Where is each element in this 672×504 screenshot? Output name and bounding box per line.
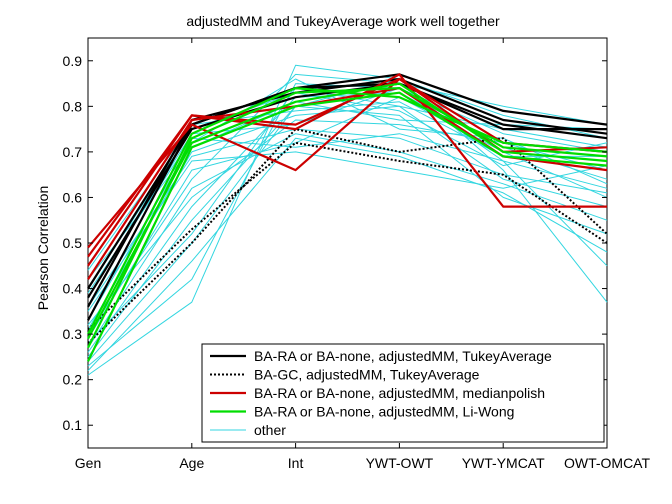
chart-title: adjustedMM and TukeyAverage work well to… xyxy=(186,13,500,29)
x-tick-label: YWT-YMCAT xyxy=(462,455,545,471)
series-line-4 xyxy=(87,133,608,349)
x-tick-label: OWT-OMCAT xyxy=(564,455,651,471)
legend-label: BA-RA or BA-none, adjustedMM, Li-Wong xyxy=(254,404,514,420)
legend-label: BA-RA or BA-none, adjustedMM, TukeyAvera… xyxy=(254,348,552,364)
series-layer xyxy=(87,64,608,376)
legend-box xyxy=(201,343,605,443)
y-tick-label: 0.2 xyxy=(63,372,83,388)
series-line-17 xyxy=(87,119,608,326)
series-line-1 xyxy=(87,64,608,376)
series-line-8 xyxy=(87,151,608,312)
legend-label: BA-GC, adjustedMM, TukeyAverage xyxy=(254,367,480,383)
legend-label: BA-RA or BA-none, adjustedMM, medianpoli… xyxy=(254,385,545,401)
legend: BA-RA or BA-none, adjustedMM, TukeyAvera… xyxy=(201,343,605,443)
y-tick-label: 0.5 xyxy=(63,235,83,251)
axes-layer: 0.1 0.2 0.3 0.4 0.5 0.6 0.7 0.8 0.9 Gen Age Int YWT-… xyxy=(63,38,651,471)
series-line-16 xyxy=(87,137,608,371)
series-line-23 xyxy=(87,82,607,290)
y-tick-label: 0.4 xyxy=(63,281,83,297)
y-tick-label: 0.7 xyxy=(63,144,83,160)
legend-label: other xyxy=(254,422,286,438)
y-tick-label: 0.9 xyxy=(63,53,83,69)
series-line-26 xyxy=(87,141,608,331)
series-line-34 xyxy=(87,82,608,340)
x-tick-label: YWT-OWT xyxy=(366,455,434,471)
series-line-14 xyxy=(87,73,608,335)
y-axis-label: Pearson Correlation xyxy=(35,186,51,311)
y-tick-label: 0.3 xyxy=(63,326,83,342)
y-tick-label: 0.8 xyxy=(63,98,83,114)
y-tick-label: 0.1 xyxy=(63,417,83,433)
series-line-31 xyxy=(87,91,608,362)
y-tick-label: 0.6 xyxy=(63,189,83,205)
x-tick-label: Gen xyxy=(75,455,101,471)
x-tick-label: Int xyxy=(288,455,304,471)
series-line-19 xyxy=(87,133,608,294)
x-tick-label: Age xyxy=(179,455,204,471)
